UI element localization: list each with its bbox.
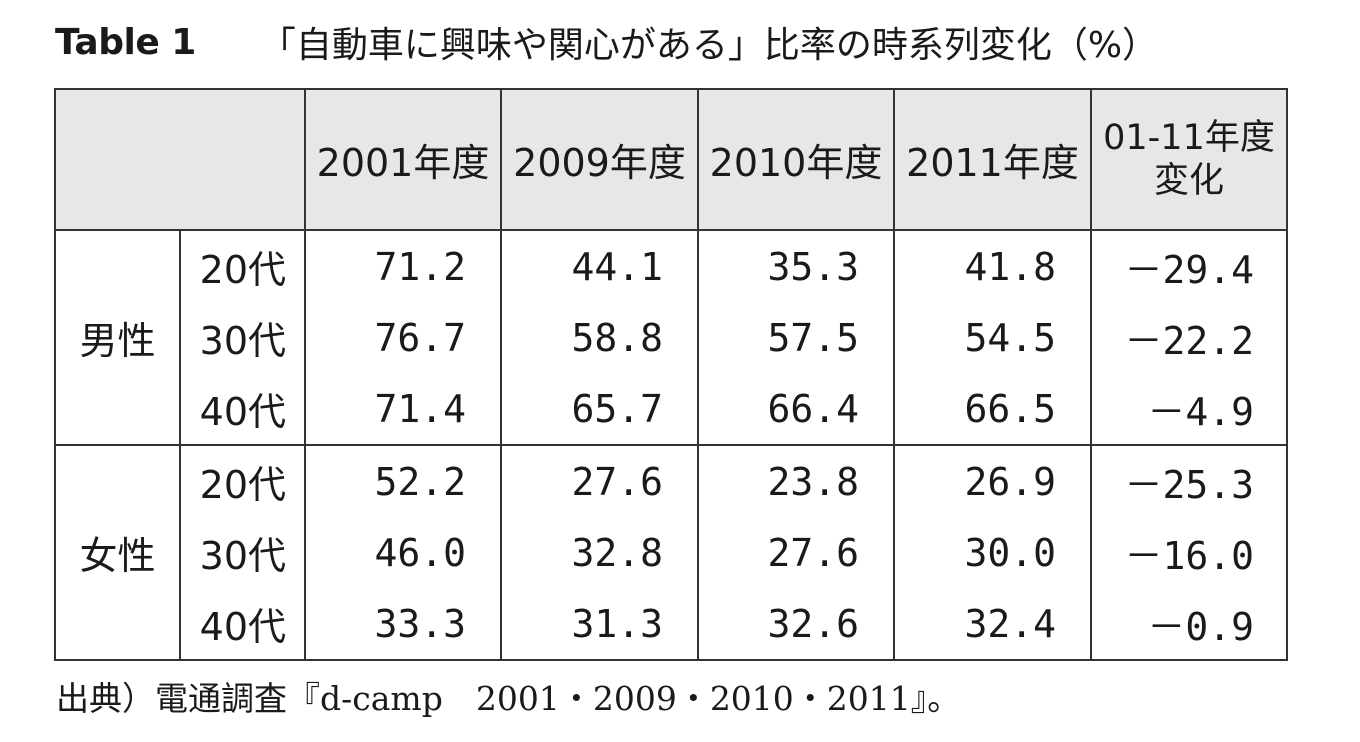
value-cell: 32.4 (893, 588, 1092, 661)
value-cell: 76.7 (304, 302, 502, 373)
value-cell: 35.3 (697, 229, 895, 302)
table-row: 30代 46.0 32.8 27.6 30.0 －16.0 (55, 517, 1288, 588)
value-cell: 41.8 (893, 229, 1092, 302)
header-2009: 2009年度 (500, 88, 699, 231)
change-cell: －22.2 (1090, 302, 1288, 373)
header-change-line1: 01-11年度 (1103, 117, 1275, 158)
value-cell: 33.3 (304, 588, 502, 661)
header-2010: 2010年度 (697, 88, 895, 231)
table-number: Table 1 (55, 21, 196, 63)
value-cell: 32.6 (697, 588, 895, 661)
change-cell: －16.0 (1090, 517, 1288, 588)
value-cell: 46.0 (304, 517, 502, 588)
age-label: 20代 (179, 444, 306, 517)
source-note: 出典）電通調査『d-camp 2001・2009・2010・2011』。 (56, 679, 961, 718)
age-label: 40代 (179, 588, 306, 661)
value-cell: 32.8 (500, 517, 699, 588)
table-caption: Table 1 「自動車に興味や関心がある」比率の時系列変化（%） (55, 14, 1158, 70)
header-corner-cell (54, 88, 306, 231)
value-cell: 52.2 (304, 444, 502, 517)
header-change-line2: 変化 (1153, 160, 1224, 201)
table-row: 40代 71.4 65.7 66.4 66.5 －4.9 (55, 373, 1288, 446)
value-cell: 30.0 (893, 517, 1092, 588)
value-cell: 71.4 (304, 373, 502, 446)
table-row: 40代 33.3 31.3 32.6 32.4 －0.9 (55, 588, 1288, 661)
value-cell: 58.8 (500, 302, 699, 373)
value-cell: 44.1 (500, 229, 699, 302)
value-cell: 71.2 (304, 229, 502, 302)
table-row: 30代 76.7 58.8 57.5 54.5 －22.2 (55, 302, 1288, 373)
table-row: 男性 20代 71.2 44.1 35.3 41.8 －29.4 (54, 229, 1288, 446)
header-row: 2001年度 2009年度 2010年度 2011年度 01-11年度 変化 (54, 88, 1288, 231)
value-cell: 26.9 (893, 444, 1092, 517)
value-cell: 54.5 (893, 302, 1092, 373)
change-cell: －29.4 (1090, 229, 1288, 302)
data-table: 2001年度 2009年度 2010年度 2011年度 01-11年度 変化 男… (54, 88, 1288, 661)
table-row: 女性 20代 52.2 27.6 23.8 26.9 －25.3 (54, 444, 1288, 661)
header-2001: 2001年度 (304, 88, 502, 231)
value-cell: 66.4 (697, 373, 895, 446)
age-label: 40代 (179, 373, 306, 446)
header-2011: 2011年度 (893, 88, 1092, 231)
age-label: 30代 (179, 517, 306, 588)
age-label: 20代 (179, 229, 306, 302)
sex-label-female: 女性 (54, 444, 181, 661)
value-cell: 65.7 (500, 373, 699, 446)
change-cell: －25.3 (1090, 444, 1288, 517)
value-cell: 57.5 (697, 302, 895, 373)
value-cell: 27.6 (500, 444, 699, 517)
change-cell: －0.9 (1090, 588, 1288, 661)
value-cell: 23.8 (697, 444, 895, 517)
value-cell: 31.3 (500, 588, 699, 661)
change-cell: －4.9 (1090, 373, 1288, 446)
table-title: 「自動車に興味や関心がある」比率の時系列変化（%） (259, 25, 1159, 66)
age-label: 30代 (179, 302, 306, 373)
value-cell: 66.5 (893, 373, 1092, 446)
value-cell: 27.6 (697, 517, 895, 588)
sex-label-male: 男性 (54, 229, 181, 446)
header-change: 01-11年度 変化 (1090, 88, 1288, 231)
